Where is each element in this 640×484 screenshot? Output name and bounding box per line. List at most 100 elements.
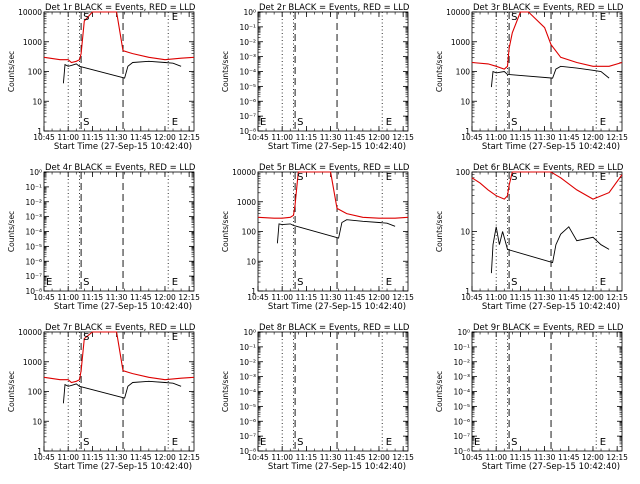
y-axis-label: Counts/sec (7, 211, 16, 252)
x-tick-label: 11:00 (57, 133, 79, 142)
x-tick-label: 11:30 (534, 453, 556, 462)
marker-label-e: E (600, 437, 606, 448)
marker-label-s: S (511, 277, 517, 288)
x-axis-label: Start Time (27-Sep-15 10:42:40) (54, 302, 192, 312)
panel-title: Det 2r BLACK = Events, RED = LLD (259, 3, 410, 13)
x-tick-label: 10:45 (33, 453, 55, 462)
plot-frame (471, 331, 623, 452)
y-tick-label: 10⁻³ (239, 53, 256, 62)
x-tick-label: 12:15 (178, 293, 200, 302)
x-tick-label: 11:30 (534, 133, 556, 142)
x-tick-label: 11:00 (485, 133, 507, 142)
x-tick-label: 11:45 (344, 453, 366, 462)
marker-label-s: S (297, 277, 303, 288)
x-tick-label: 12:15 (606, 133, 628, 142)
plot-frame (43, 171, 195, 292)
series-line-lld (471, 171, 623, 200)
x-tick-label: 12:15 (606, 293, 628, 302)
x-tick-label: 11:00 (485, 453, 507, 462)
x-tick-label: 11:45 (558, 293, 580, 302)
marker-label-top-e: E (386, 172, 392, 183)
x-tick-label: 12:00 (154, 293, 176, 302)
y-tick-label: 10⁻³ (239, 373, 256, 382)
y-tick-label: 10⁻⁷ (453, 432, 470, 441)
x-tick-label: 11:30 (106, 453, 128, 462)
x-tick-label: 11:15 (82, 453, 104, 462)
x-tick-label: 11:30 (106, 133, 128, 142)
x-tick-label: 11:15 (296, 133, 318, 142)
y-tick-label: 10 (246, 257, 256, 266)
x-tick-label: 11:45 (130, 453, 152, 462)
series-line-lld (471, 11, 623, 70)
x-tick-label: 11:45 (344, 133, 366, 142)
x-tick-label: 10:45 (461, 453, 483, 462)
x-tick-label: 11:15 (296, 293, 318, 302)
y-tick-label: 10 (32, 97, 42, 106)
y-tick-label: 10⁻¹ (239, 343, 256, 352)
x-tick-label: 11:00 (271, 133, 293, 142)
y-axis-label: Counts/sec (7, 371, 16, 412)
y-tick-label: 10⁻³ (25, 213, 42, 222)
y-tick-label: 10⁻⁵ (25, 242, 42, 251)
x-tick-label: 11:15 (82, 133, 104, 142)
y-tick-label: 10⁻⁴ (453, 388, 470, 397)
x-tick-label: 11:15 (82, 293, 104, 302)
x-tick-label: 11:15 (510, 453, 532, 462)
marker-label-s: S (297, 117, 303, 128)
x-tick-label: 11:00 (271, 293, 293, 302)
x-tick-label: 11:00 (57, 293, 79, 302)
marker-label-e: E (172, 437, 178, 448)
x-axis-label: Start Time (27-Sep-15 10:42:40) (482, 462, 620, 472)
y-tick-label: 10⁻³ (453, 373, 470, 382)
y-tick-label: 10⁻⁴ (239, 68, 256, 77)
marker-label-top-e: E (600, 12, 606, 23)
y-tick-label: 10⁻² (239, 38, 256, 47)
y-tick-label: 10⁰ (243, 328, 256, 337)
x-tick-label: 12:15 (392, 293, 414, 302)
x-axis-label: Start Time (27-Sep-15 10:42:40) (268, 462, 406, 472)
x-tick-label: 12:15 (392, 133, 414, 142)
det-panel-3: Det 3r BLACK = Events, RED = LLD 1 10 100 10… (435, 3, 628, 152)
y-tick-label: 10⁻⁷ (239, 432, 256, 441)
x-tick-label: 12:00 (368, 293, 390, 302)
y-tick-label: 10⁻⁷ (239, 112, 256, 121)
x-tick-label: 11:30 (320, 293, 342, 302)
marker-label-top-s: S (83, 12, 89, 23)
x-tick-label: 11:30 (534, 293, 556, 302)
x-tick-label: 12:00 (154, 453, 176, 462)
y-tick-label: 1000 (23, 38, 42, 47)
y-tick-label: 10⁻⁸ (239, 447, 256, 456)
x-axis-label: Start Time (27-Sep-15 10:42:40) (482, 302, 620, 312)
x-tick-label: 11:15 (296, 453, 318, 462)
marker-label-top-s: S (297, 172, 303, 183)
panel-title: Det 8r BLACK = Events, RED = LLD (259, 323, 410, 333)
x-axis-label: Start Time (27-Sep-15 10:42:40) (54, 142, 192, 152)
x-tick-label: 11:45 (130, 293, 152, 302)
marker-label-top-e: E (172, 12, 178, 23)
x-tick-label: 10:45 (247, 293, 269, 302)
series-line-lld (43, 11, 195, 64)
x-tick-label: 11:45 (558, 453, 580, 462)
y-axis-label: Counts/sec (221, 51, 230, 92)
marker-label-e: E (172, 277, 178, 288)
y-tick-label: 10⁻⁶ (453, 417, 470, 426)
plot-frame (257, 331, 409, 452)
y-tick-label: 10⁰ (457, 328, 470, 337)
x-tick-label: 11:30 (106, 293, 128, 302)
det-panel-6: Det 6r BLACK = Events, RED = LLD 1 10 100 10… (435, 163, 628, 312)
y-tick-label: 10000 (18, 328, 42, 337)
y-tick-label: 1000 (451, 38, 470, 47)
x-tick-label: 10:45 (461, 133, 483, 142)
x-axis-label: Start Time (27-Sep-15 10:42:40) (482, 142, 620, 152)
y-tick-label: 10⁻⁶ (239, 417, 256, 426)
y-tick-label: 1 (465, 127, 470, 136)
x-axis-label: Start Time (27-Sep-15 10:42:40) (268, 142, 406, 152)
x-axis-label: Start Time (27-Sep-15 10:42:40) (268, 302, 406, 312)
y-tick-label: 1 (37, 127, 42, 136)
x-tick-label: 12:00 (154, 133, 176, 142)
x-tick-label: 11:00 (271, 453, 293, 462)
y-tick-label: 10⁻¹ (25, 183, 42, 192)
